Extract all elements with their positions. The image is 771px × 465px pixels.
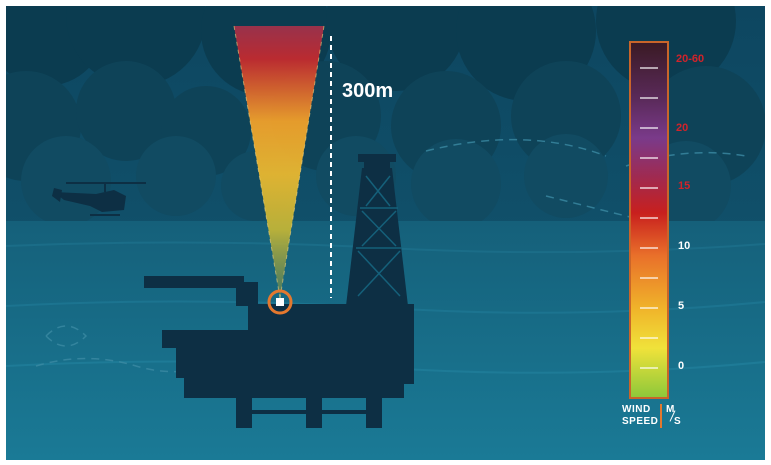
unit-caption: WIND SPEED M S (622, 404, 712, 432)
illustration-canvas: 300m 20-60 20 15 10 5 0 WIND SPEED M S (6, 6, 765, 460)
wind-speed-scale (629, 41, 669, 399)
scale-label-max: 20-60 (676, 53, 705, 65)
derrick-lattice (356, 175, 402, 297)
scale-label-15: 15 (678, 180, 691, 192)
scale-label-10: 10 (678, 240, 691, 252)
unit-s: S (674, 416, 681, 427)
unit-word-speed: SPEED (622, 416, 659, 427)
helicopter-icon (52, 182, 146, 216)
scale-label-0: 0 (678, 360, 685, 372)
oil-rig-icon (144, 154, 414, 428)
unit-divider (660, 404, 662, 428)
unit-m: M (666, 404, 675, 415)
scale-label-20: 20 (676, 122, 689, 134)
lidar-beam (234, 26, 324, 298)
height-label: 300m (342, 80, 394, 102)
lidar-sensor-icon (267, 289, 293, 315)
unit-word-wind: WIND (622, 404, 651, 415)
scale-label-5: 5 (678, 300, 685, 312)
